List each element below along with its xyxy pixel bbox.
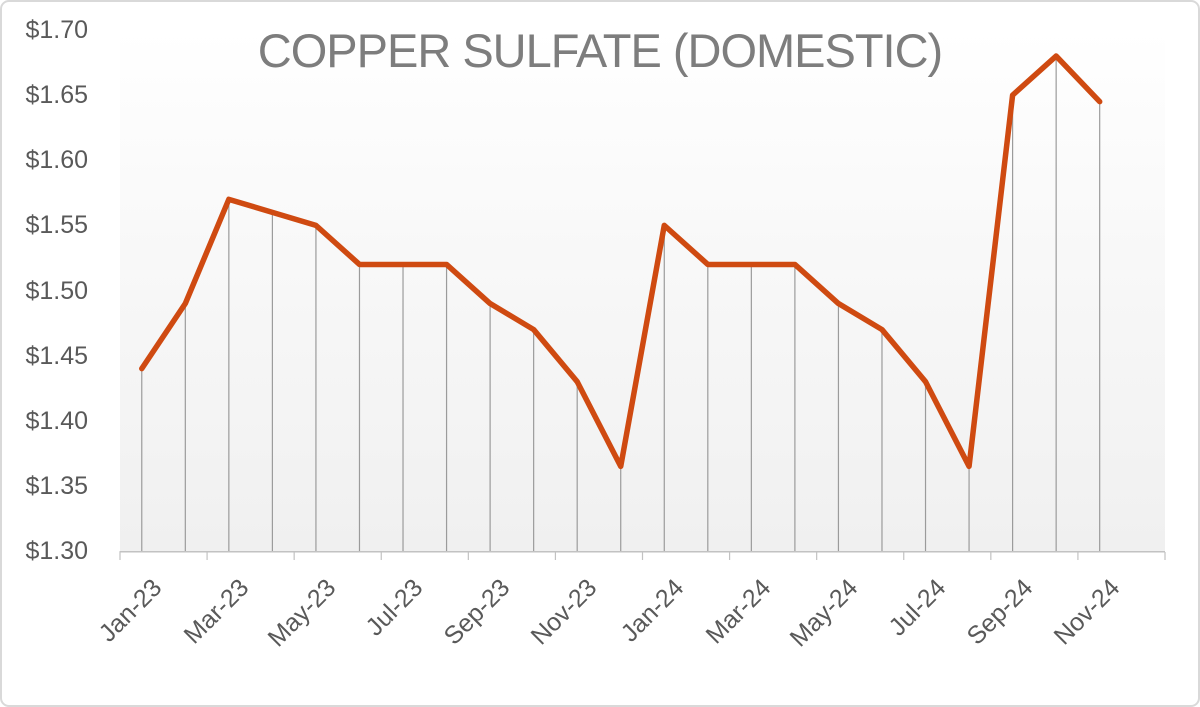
price-line: [139, 53, 1103, 470]
chart-title: COPPER SULFATE (DOMESTIC): [257, 24, 943, 77]
y-axis-label: $1.40: [25, 406, 88, 435]
y-axis-label: $1.35: [25, 471, 88, 500]
y-axis-label: $1.70: [25, 16, 88, 44]
y-axis-label: $1.55: [25, 211, 88, 240]
y-axis-label: $1.30: [25, 537, 88, 565]
y-axis-label: $1.65: [25, 81, 88, 110]
y-axis-label: $1.60: [25, 146, 88, 175]
y-axis-label: $1.50: [25, 276, 88, 305]
y-axis-label: $1.45: [25, 341, 88, 370]
